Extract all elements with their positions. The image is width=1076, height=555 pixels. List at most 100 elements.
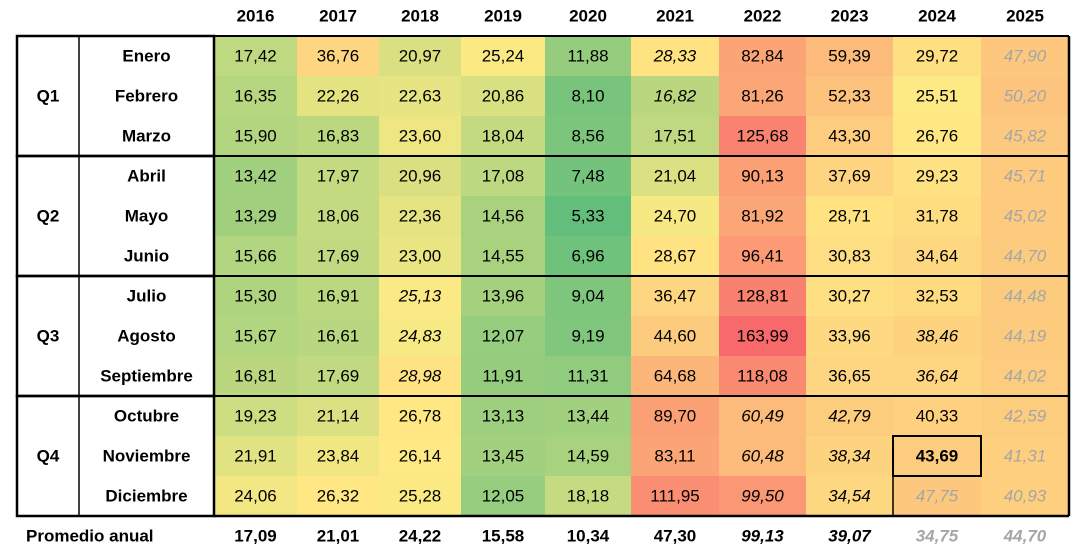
average-value-2018: 24,22 bbox=[399, 526, 442, 545]
cell-value-mayo-2017: 18,06 bbox=[317, 206, 360, 225]
heatmap-cell-septiembre-2023 bbox=[806, 356, 893, 396]
cell-value-septiembre-2021: 64,68 bbox=[654, 366, 697, 385]
cell-value-mayo-2019: 14,56 bbox=[482, 206, 525, 225]
cell-value-junio-2024: 34,64 bbox=[916, 246, 959, 265]
cell-value-diciembre-2020: 18,18 bbox=[567, 486, 610, 505]
heatmap-cell-abril-2025 bbox=[981, 156, 1069, 196]
cell-value-mayo-2024: 31,78 bbox=[916, 206, 959, 225]
cell-value-agosto-2020: 9,19 bbox=[571, 326, 604, 345]
cell-value-julio-2018: 25,13 bbox=[398, 286, 442, 305]
cell-value-junio-2025: 44,70 bbox=[1004, 246, 1047, 265]
cell-value-octubre-2020: 13,44 bbox=[567, 406, 610, 425]
heatmap-cell-febrero-2024 bbox=[893, 76, 981, 116]
heatmap-cell-marzo-2018 bbox=[379, 116, 461, 156]
cell-value-agosto-2024: 38,46 bbox=[916, 326, 959, 345]
heatmap-cell-agosto-2024 bbox=[893, 316, 981, 356]
heatmap-cell-junio-2024 bbox=[893, 236, 981, 276]
year-header-2016: 2016 bbox=[237, 6, 275, 25]
cell-value-octubre-2016: 19,23 bbox=[234, 406, 277, 425]
heatmap-cell-diciembre-2023 bbox=[806, 476, 893, 516]
heatmap-cell-marzo-2020 bbox=[545, 116, 631, 156]
heatmap-cell-septiembre-2021 bbox=[631, 356, 719, 396]
year-header-2024: 2024 bbox=[918, 6, 956, 25]
cell-value-julio-2023: 30,27 bbox=[828, 286, 871, 305]
cell-value-marzo-2022: 125,68 bbox=[737, 126, 789, 145]
month-label-octubre: Octubre bbox=[114, 406, 179, 425]
heatmap-cell-septiembre-2018 bbox=[379, 356, 461, 396]
cell-value-mayo-2021: 24,70 bbox=[654, 206, 697, 225]
heatmap-cell-mayo-2019 bbox=[461, 196, 545, 236]
heatmap-cell-marzo-2023 bbox=[806, 116, 893, 156]
heatmap-cell-octubre-2016 bbox=[214, 396, 297, 436]
cell-value-marzo-2025: 45,82 bbox=[1004, 126, 1047, 145]
heatmap-cell-abril-2019 bbox=[461, 156, 545, 196]
heatmap-cell-noviembre-2019 bbox=[461, 436, 545, 476]
cell-value-agosto-2016: 15,67 bbox=[234, 326, 277, 345]
heatmap-cell-noviembre-2025 bbox=[981, 436, 1069, 476]
heatmap-cell-marzo-2024 bbox=[893, 116, 981, 156]
cell-value-febrero-2021: 16,82 bbox=[654, 86, 697, 105]
heatmap-cell-septiembre-2020 bbox=[545, 356, 631, 396]
cell-value-mayo-2016: 13,29 bbox=[234, 206, 277, 225]
cell-value-septiembre-2022: 118,08 bbox=[737, 366, 788, 385]
cell-value-enero-2021: 28,33 bbox=[653, 46, 697, 65]
cell-value-mayo-2023: 28,71 bbox=[828, 206, 871, 225]
heatmap-cell-octubre-2022 bbox=[719, 396, 806, 436]
cell-value-octubre-2017: 21,14 bbox=[317, 406, 360, 425]
cell-value-febrero-2025: 50,20 bbox=[1004, 86, 1047, 105]
heatmap-cell-diciembre-2025 bbox=[981, 476, 1069, 516]
heatmap-cell-septiembre-2016 bbox=[214, 356, 297, 396]
month-label-enero: Enero bbox=[122, 46, 170, 65]
heatmap-cell-febrero-2025 bbox=[981, 76, 1069, 116]
month-label-agosto: Agosto bbox=[117, 326, 176, 345]
cell-value-agosto-2018: 24,83 bbox=[398, 326, 442, 345]
heatmap-cell-agosto-2020 bbox=[545, 316, 631, 356]
cell-value-septiembre-2025: 44,02 bbox=[1004, 366, 1047, 385]
heatmap-cell-mayo-2023 bbox=[806, 196, 893, 236]
cell-value-marzo-2021: 17,51 bbox=[654, 126, 697, 145]
cell-value-marzo-2017: 16,83 bbox=[317, 126, 360, 145]
cell-value-diciembre-2025: 40,93 bbox=[1004, 486, 1047, 505]
heatmap-cell-septiembre-2022 bbox=[719, 356, 806, 396]
heatmap-cell-junio-2016 bbox=[214, 236, 297, 276]
heatmap-cell-septiembre-2017 bbox=[297, 356, 379, 396]
year-header-2021: 2021 bbox=[656, 6, 694, 25]
cell-value-marzo-2018: 23,60 bbox=[399, 126, 442, 145]
heatmap-cell-agosto-2025 bbox=[981, 316, 1069, 356]
average-value-2022: 99,13 bbox=[741, 526, 784, 545]
cell-value-abril-2024: 29,23 bbox=[916, 166, 959, 185]
cell-value-julio-2024: 32,53 bbox=[916, 286, 959, 305]
cell-value-octubre-2024: 40,33 bbox=[916, 406, 959, 425]
heatmap-cell-diciembre-2022 bbox=[719, 476, 806, 516]
heatmap-cell-octubre-2020 bbox=[545, 396, 631, 436]
heatmap-cell-noviembre-2020 bbox=[545, 436, 631, 476]
quarter-label-q4: Q4 bbox=[37, 446, 60, 465]
heatmap-cell-enero-2020 bbox=[545, 36, 631, 76]
cell-value-noviembre-2022: 60,48 bbox=[741, 446, 784, 465]
month-label-septiembre: Septiembre bbox=[100, 366, 193, 385]
heatmap-cell-febrero-2018 bbox=[379, 76, 461, 116]
cell-value-marzo-2020: 8,56 bbox=[571, 126, 604, 145]
cell-value-enero-2022: 82,84 bbox=[741, 46, 784, 65]
cell-value-julio-2017: 16,91 bbox=[317, 286, 360, 305]
cell-value-enero-2025: 47,90 bbox=[1004, 46, 1047, 65]
cell-value-marzo-2023: 43,30 bbox=[828, 126, 871, 145]
heatmap-cell-junio-2019 bbox=[461, 236, 545, 276]
cell-value-abril-2019: 17,08 bbox=[482, 166, 525, 185]
heatmap-cell-marzo-2021 bbox=[631, 116, 719, 156]
cell-value-agosto-2017: 16,61 bbox=[317, 326, 360, 345]
heatmap-cell-octubre-2019 bbox=[461, 396, 545, 436]
heatmap-cell-diciembre-2018 bbox=[379, 476, 461, 516]
heatmap-cell-julio-2016 bbox=[214, 276, 297, 316]
year-header-2018: 2018 bbox=[401, 6, 439, 25]
cell-value-febrero-2018: 22,63 bbox=[399, 86, 442, 105]
heatmap-cell-octubre-2025 bbox=[981, 396, 1069, 436]
quarter-label-q3: Q3 bbox=[37, 326, 60, 345]
cell-value-noviembre-2020: 14,59 bbox=[567, 446, 610, 465]
heatmap-cell-enero-2018 bbox=[379, 36, 461, 76]
heatmap-cell-mayo-2025 bbox=[981, 196, 1069, 236]
heatmap-cell-febrero-2021 bbox=[631, 76, 719, 116]
cell-value-abril-2020: 7,48 bbox=[571, 166, 604, 185]
heatmap-cell-junio-2025 bbox=[981, 236, 1069, 276]
